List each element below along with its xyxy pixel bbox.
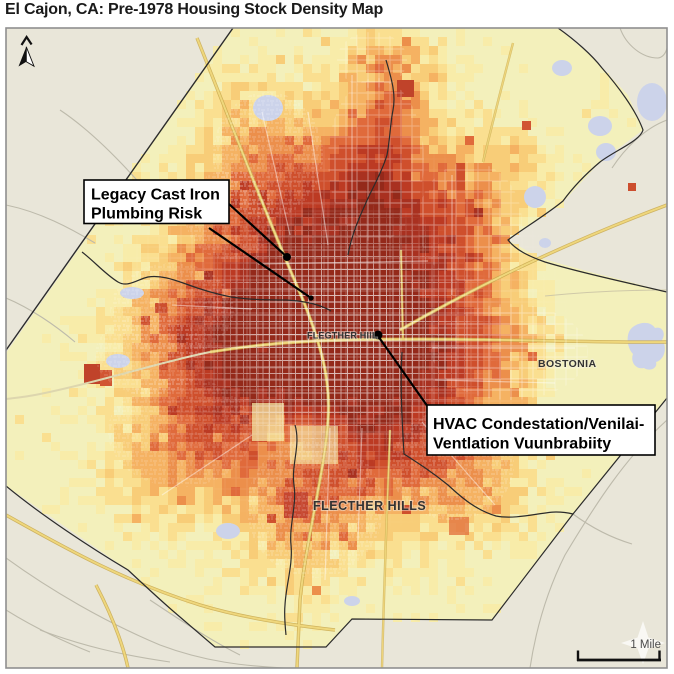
svg-text:FLECTHER HILLS: FLECTHER HILLS: [313, 499, 426, 513]
svg-text:Plumbing Risk: Plumbing Risk: [91, 206, 202, 223]
svg-text:FLEGTHER HIIL: FLEGTHER HIIL: [307, 331, 378, 341]
svg-text:BOSTONIA: BOSTONIA: [538, 358, 596, 370]
svg-text:1 Mile: 1 Mile: [630, 639, 661, 651]
svg-text:HVAC Condestation/Venilai-: HVAC Condestation/Venilai-: [433, 416, 644, 433]
svg-text:Ventlation Vuunbrabiity: Ventlation Vuunbrabiity: [433, 436, 611, 453]
svg-text:Legacy Cast Iron: Legacy Cast Iron: [91, 187, 220, 204]
